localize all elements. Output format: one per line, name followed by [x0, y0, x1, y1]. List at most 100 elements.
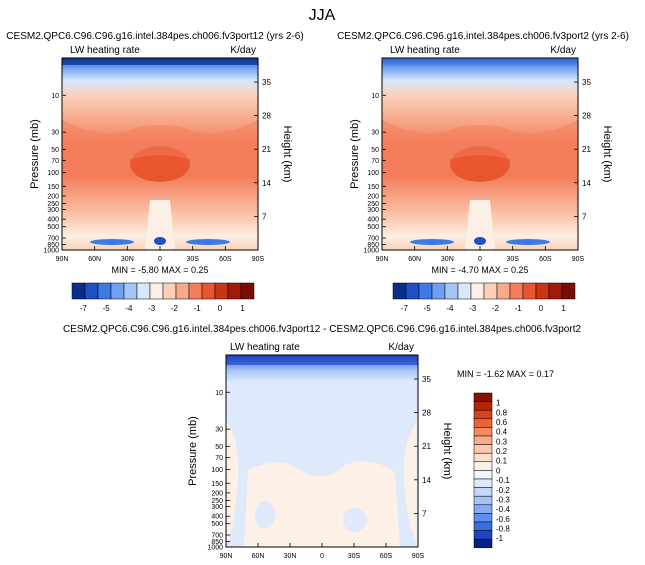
panel-right-y2label: Height (km): [601, 126, 613, 183]
colorbar-label: -4: [125, 304, 133, 313]
colorbar-swatch: [473, 427, 493, 437]
colorbar-label: -0.6: [496, 515, 510, 524]
colorbar-label: -1: [496, 534, 504, 543]
y2-tick-label: 7: [262, 212, 267, 221]
x-tick-label: 60N: [252, 553, 265, 560]
colorbar-swatch: [535, 282, 550, 300]
y-tick-label: 500: [47, 224, 59, 231]
y-tick-label: 700: [367, 236, 379, 243]
colorbar-swatch: [214, 282, 229, 300]
y-tick-label: 850: [47, 242, 59, 249]
y-tick-label: 10: [51, 93, 59, 100]
colorbar-swatch: [470, 282, 485, 300]
x-tick-label: 90S: [412, 553, 425, 560]
x-tick-label: 90N: [220, 553, 233, 560]
y2-tick-label: 7: [422, 509, 427, 518]
y-tick-label: 100: [367, 170, 379, 177]
y2-tick-label: 21: [422, 442, 431, 451]
panel-left-title: CESM2.QPC6.C96.C96.g16.intel.384pes.ch00…: [6, 31, 303, 42]
colorbar-swatch: [496, 282, 511, 300]
colorbar-label: -5: [424, 304, 432, 313]
colorbar-swatch: [473, 521, 493, 531]
y2-tick-label: 7: [582, 212, 587, 221]
x-tick-label: 30S: [348, 553, 361, 560]
colorbar-label: -0.3: [496, 495, 510, 504]
y2-tick-label: 14: [422, 476, 431, 485]
colorbar-swatch: [473, 444, 493, 454]
colorbar-swatch: [473, 461, 493, 471]
colorbar-swatch: [444, 282, 459, 300]
y-tick-label: 850: [211, 539, 223, 546]
colorbar-label: 0: [218, 304, 223, 313]
colorbar-swatch: [483, 282, 498, 300]
colorbar-label: -0.1: [496, 476, 510, 485]
colorbar-label: -1: [194, 304, 202, 313]
colorbar-label: 0.2: [496, 447, 508, 456]
x-tick-label: 90S: [252, 256, 265, 263]
panel-left-plot-area: [61, 57, 259, 251]
page-title: JJA: [309, 7, 336, 24]
x-tick-label: 30S: [186, 256, 199, 263]
colorbar-swatch: [473, 538, 493, 549]
colorbar-swatch: [473, 495, 493, 506]
colorbar-swatch: [473, 401, 493, 411]
colorbar-swatch: [123, 282, 138, 300]
x-tick-label: 60S: [539, 256, 552, 263]
colorbar-label: 0: [539, 304, 544, 313]
colorbar-swatch: [473, 452, 493, 463]
colorbar-swatch: [473, 487, 493, 497]
y-tick-label: 1000: [43, 248, 59, 255]
panel-diff-title: CESM2.QPC6.C96.C96.g16.intel.384pes.ch00…: [63, 324, 582, 335]
colorbar-swatch: [110, 282, 125, 300]
y2-tick-label: 35: [582, 78, 591, 87]
colorbar-swatch: [201, 282, 216, 300]
panel-left-stats: MIN = -5.80 MAX = 0.25: [111, 265, 208, 275]
panel-right-axes: 1030507010015020025030040050070085010003…: [363, 78, 591, 263]
panel-diff-colorbar: 10.80.60.40.30.20.10-0.1-0.2-0.3-0.4-0.6…: [473, 392, 510, 549]
colorbar-swatch: [473, 478, 493, 488]
colorbar-label: -3: [148, 304, 156, 313]
colorbar-swatch: [522, 282, 537, 300]
colorbar-swatch: [473, 504, 493, 514]
panel-right-ylabel: Pressure (mb): [349, 119, 361, 189]
x-tick-label: 90S: [572, 256, 585, 263]
colorbar-swatch: [473, 513, 493, 523]
panel-right-title: CESM2.QPC6.C96.C96.g16.intel.384pes.ch00…: [337, 31, 629, 42]
y-tick-label: 400: [367, 217, 379, 224]
y-tick-label: 50: [371, 147, 379, 154]
colorbar-swatch: [473, 418, 493, 428]
colorbar-label: -7: [401, 304, 409, 313]
colorbar-label: 0.6: [496, 418, 508, 427]
panel-right-colorbar: -7 -5 -4 -3 -2 -1 0 1: [392, 282, 576, 313]
y2-tick-label: 28: [422, 409, 431, 418]
colorbar-label: -2: [492, 304, 500, 313]
panel-left-units: K/day: [230, 45, 256, 56]
panel-diff-field-label: LW heating rate: [230, 342, 300, 353]
y-tick-label: 200: [367, 193, 379, 200]
colorbar-swatch: [405, 282, 420, 300]
x-tick-label: 30N: [284, 553, 297, 560]
x-tick-label: 60N: [408, 256, 421, 263]
panel-left-colorbar: -7 -5 -4 -3 -2 -1 0 1: [71, 282, 255, 313]
panel-right: CESM2.QPC6.C96.C96.g16.intel.384pes.ch00…: [337, 31, 629, 313]
y-tick-label: 70: [215, 455, 223, 462]
x-tick-label: 30N: [441, 256, 454, 263]
panel-left-field-label: LW heating rate: [70, 45, 140, 56]
colorbar-swatch: [473, 470, 493, 480]
colorbar-label: 0.1: [496, 457, 508, 466]
colorbar-swatch: [175, 282, 190, 300]
y-tick-label: 30: [51, 130, 59, 137]
panel-diff-axes: 1030507010015020025030040050070085010003…: [207, 375, 431, 560]
panel-diff-units: K/day: [388, 342, 414, 353]
colorbar-label: -0.8: [496, 524, 510, 533]
panel-left-y2label: Height (km): [281, 126, 293, 183]
colorbar-swatch: [548, 282, 563, 300]
y-tick-label: 200: [47, 193, 59, 200]
y-tick-label: 300: [47, 207, 59, 214]
colorbar-swatch: [97, 282, 112, 300]
colorbar-swatch: [84, 282, 99, 300]
colorbar-swatch: [457, 282, 472, 300]
x-tick-label: 0: [478, 256, 482, 263]
y2-tick-label: 21: [262, 145, 271, 154]
